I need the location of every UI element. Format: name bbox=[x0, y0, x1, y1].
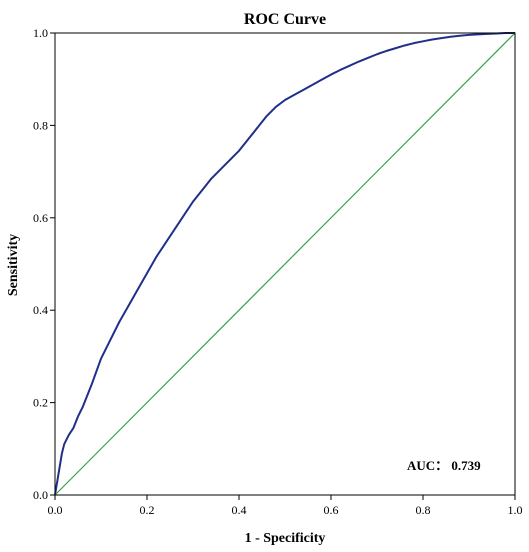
x-tick-label: 0.2 bbox=[140, 503, 155, 517]
x-tick-label: 1.0 bbox=[508, 503, 523, 517]
y-axis-title: Sensitivity bbox=[6, 234, 21, 296]
roc-curve-line bbox=[54, 32, 515, 496]
chart-title: ROC Curve bbox=[244, 11, 326, 28]
reference-diagonal-line bbox=[54, 32, 516, 496]
auc-annotation: AUC： 0.739 bbox=[407, 458, 481, 473]
x-axis-title: 1 - Specificity bbox=[245, 531, 326, 546]
x-tick-label: 0.4 bbox=[232, 503, 247, 517]
x-tick-label: 0.6 bbox=[324, 503, 339, 517]
y-tick-label: 0.0 bbox=[33, 488, 48, 502]
x-tick-label: 0.8 bbox=[416, 503, 431, 517]
y-axis: 0.0 0.2 0.4 0.6 0.8 1.0 bbox=[33, 26, 55, 502]
plot-frame bbox=[54, 32, 516, 496]
y-tick-label: 0.4 bbox=[33, 303, 48, 317]
y-tick-label: 0.2 bbox=[33, 396, 48, 410]
x-tick-label: 0.0 bbox=[48, 503, 63, 517]
y-tick-label: 1.0 bbox=[33, 26, 48, 40]
x-axis: 0.0 0.2 0.4 0.6 0.8 1.0 bbox=[48, 495, 523, 517]
y-tick-label: 0.8 bbox=[33, 118, 48, 132]
series-layer bbox=[54, 32, 516, 496]
y-tick-label: 0.6 bbox=[33, 211, 48, 225]
